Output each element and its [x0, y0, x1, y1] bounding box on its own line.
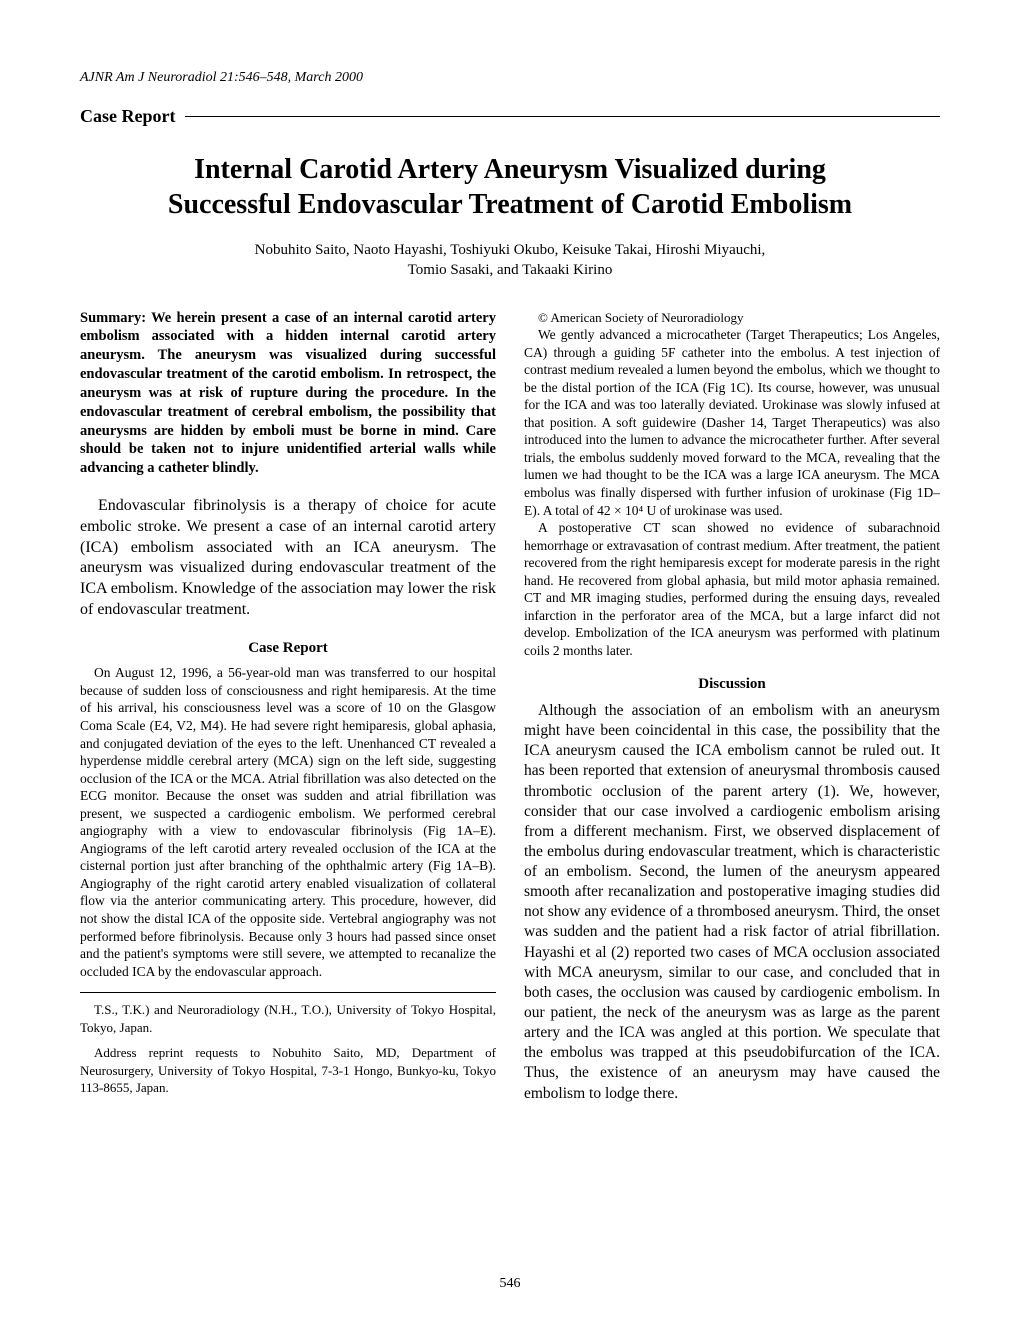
section-label-text: Case Report	[80, 106, 175, 127]
case-report-heading: Case Report	[80, 639, 496, 659]
section-rule	[185, 116, 940, 118]
journal-header: AJNR Am J Neuroradiol 21:546–548, March …	[80, 70, 940, 86]
article-title: Internal Carotid Artery Aneurysm Visuali…	[100, 152, 920, 222]
footnote-reprint: Address reprint requests to Nobuhito Sai…	[80, 1044, 496, 1097]
body-columns: Summary: We herein present a case of an …	[80, 309, 940, 1109]
page-number: 546	[500, 1276, 521, 1292]
case-para-1: On August 12, 1996, a 56-year-old man wa…	[80, 664, 496, 980]
authors-line-1: Nobuhito Saito, Naoto Hayashi, Toshiyuki…	[255, 242, 766, 258]
footnote-affiliation: T.S., T.K.) and Neuroradiology (N.H., T.…	[80, 1001, 496, 1036]
intro-paragraph: Endovascular fibrinolysis is a therapy o…	[80, 496, 496, 621]
section-label-row: Case Report	[80, 106, 940, 127]
authors-line-2: Tomio Sasaki, and Takaaki Kirino	[408, 262, 613, 278]
title-line-1: Internal Carotid Artery Aneurysm Visuali…	[194, 154, 826, 185]
copyright-line: © American Society of Neuroradiology	[524, 309, 940, 327]
case-para-2: We gently advanced a microcatheter (Targ…	[524, 326, 940, 519]
discussion-para-1: Although the association of an embolism …	[524, 701, 940, 1104]
title-line-2: Successful Endovascular Treatment of Car…	[168, 189, 852, 220]
summary-text: Summary: We herein present a case of an …	[80, 309, 496, 479]
authors: Nobuhito Saito, Naoto Hayashi, Toshiyuki…	[80, 240, 940, 281]
discussion-heading: Discussion	[524, 675, 940, 695]
footnote-rule	[80, 992, 496, 993]
case-para-3: A postoperative CT scan showed no eviden…	[524, 519, 940, 659]
